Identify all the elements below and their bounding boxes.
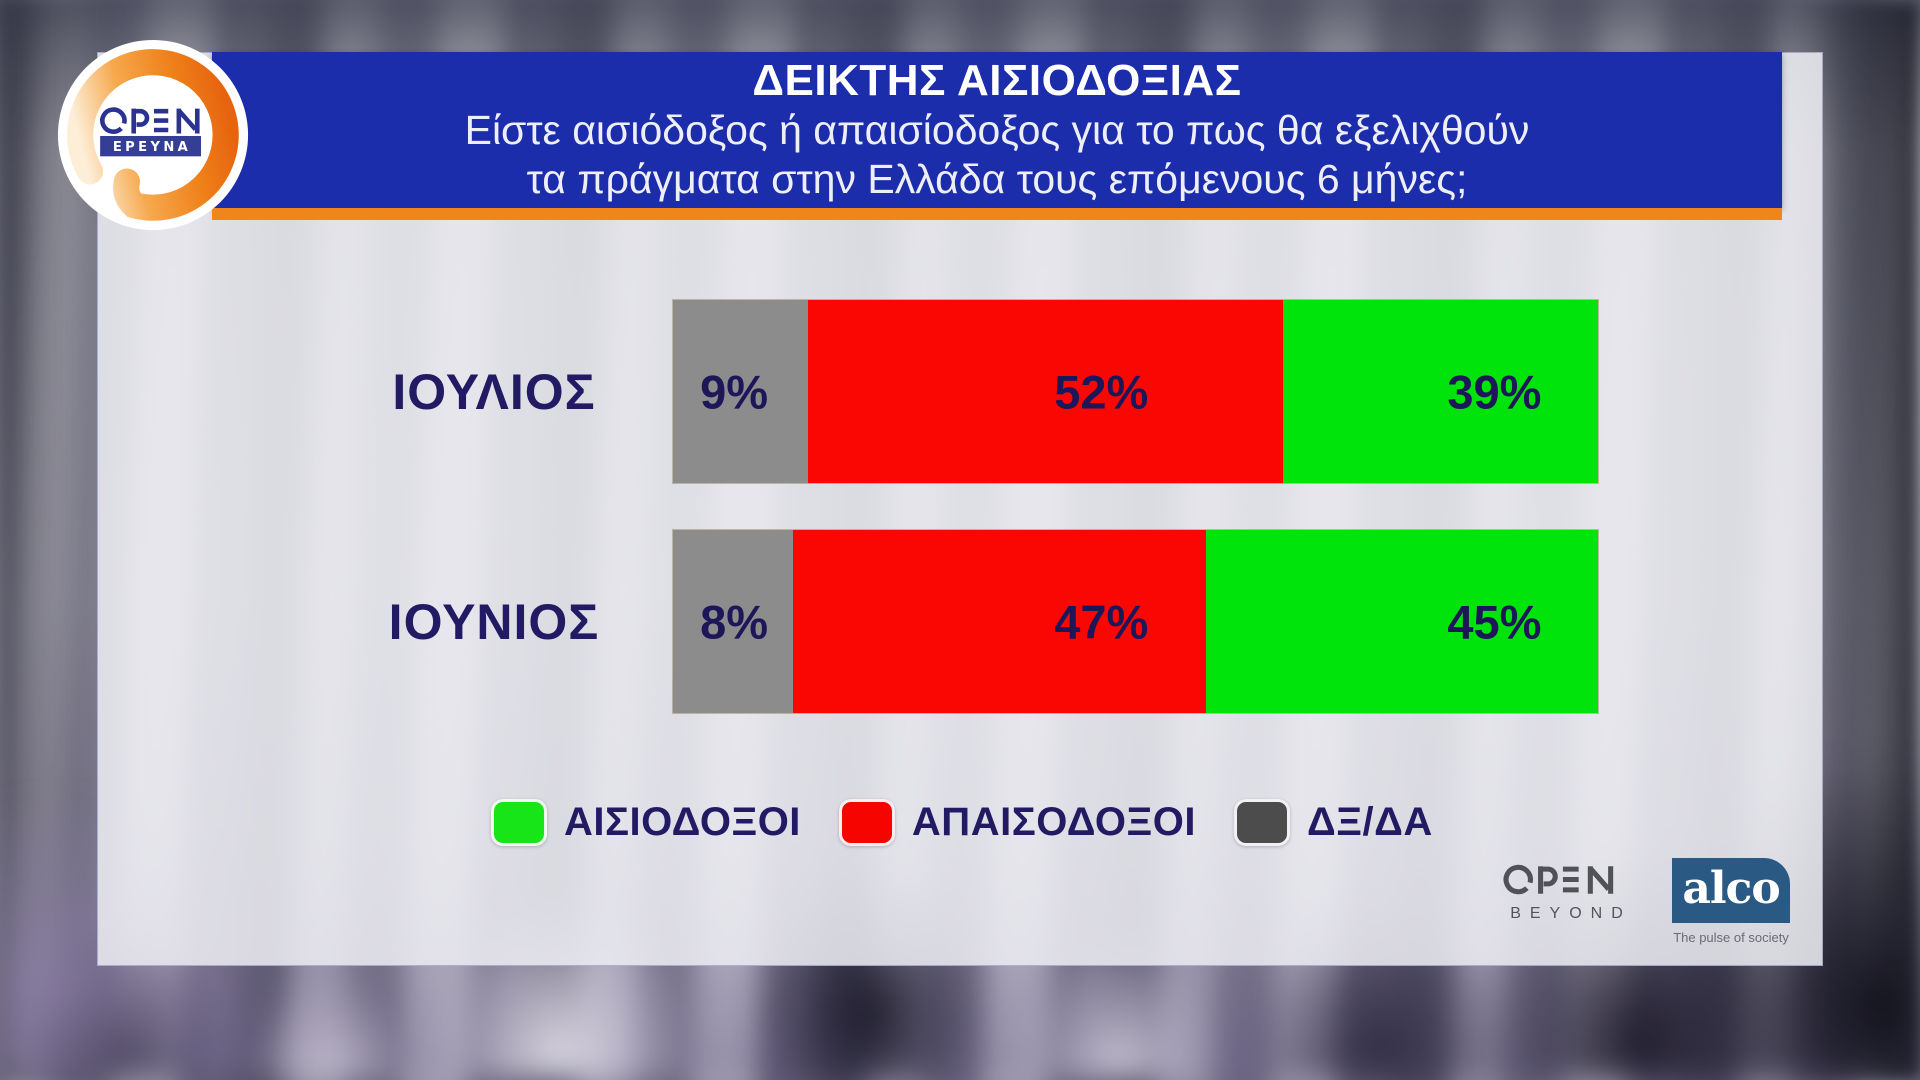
- open-beyond-logo: OPEN BEYOND: [1498, 862, 1638, 923]
- value-label-july-dkda: 9%: [700, 365, 769, 418]
- segment-june-optimist: [1205, 530, 1598, 713]
- segment-july-optimist: [1283, 300, 1598, 483]
- legend-swatch-green-icon: [491, 798, 547, 846]
- legend: ΑΙΣΙΟΔΟΞΟΙ ΑΠΑΙΣΟΔΟΞΟΙ ΔΞ/ΔΑ: [491, 797, 1433, 847]
- open-beyond-text: OPEN: [1634, 862, 1635, 863]
- alco-tagline: The pulse of society: [1673, 930, 1789, 945]
- stacked-bar-july: 9% 52% 39%: [673, 300, 1598, 483]
- open-beyond-wordmark-icon: [1503, 864, 1614, 895]
- segment-july-dkda: [673, 300, 809, 483]
- category-label-june: ΙΟΥΝΙΟΣ: [388, 593, 600, 650]
- category-label-july: ΙΟΥΛΙΟΣ: [392, 363, 596, 420]
- legend-item-pessimists: ΑΠΑΙΣΟΔΟΞΟΙ: [838, 798, 1196, 846]
- segment-july-pessimist: [808, 300, 1284, 483]
- segment-june-dkda: [673, 530, 793, 713]
- value-label-july-optimist: 39%: [1447, 365, 1542, 418]
- alco-logo: alco The pulse of society: [1672, 858, 1822, 945]
- logo-open-wordmark-icon: [100, 107, 200, 134]
- segment-june-pessimist: [792, 530, 1206, 713]
- legend-swatch-gray-icon: [1234, 798, 1290, 846]
- question-line-1: Είστε αισιόδοξος ή απαισίοδοξος για το π…: [464, 107, 1530, 153]
- beyond-label: BEYOND: [1510, 905, 1632, 922]
- banner-underline: [212, 208, 1782, 220]
- header-banner: ΔΕΙΚΤΗΣ ΑΙΣΙΟΔΟΞΙΑΣ Είστε αισιόδοξος ή α…: [212, 52, 1782, 208]
- page-title: ΔΕΙΚΤΗΣ ΑΙΣΙΟΔΟΞΙΑΣ: [752, 56, 1242, 105]
- legend-label-optimists: ΑΙΣΙΟΔΟΞΟΙ: [564, 799, 801, 844]
- bar-row-june: ΙΟΥΝΙΟΣ 8% 47% 45%: [0, 530, 1920, 713]
- value-label-july-pessimist: 52%: [1054, 365, 1149, 418]
- logo-orange-swirl-icon: [67, 49, 239, 221]
- legend-item-optimists: ΑΙΣΙΟΔΟΞΟΙ: [491, 798, 801, 846]
- legend-label-pessimists: ΑΠΑΙΣΟΔΟΞΟΙ: [911, 799, 1196, 844]
- value-label-june-pessimist: 47%: [1054, 595, 1149, 648]
- legend-label-dkda: ΔΞ/ΔΑ: [1307, 799, 1433, 844]
- alco-logo-box: alco: [1672, 858, 1790, 923]
- open-erevna-logo: ΕΡΕΥΝΑ: [57, 39, 249, 231]
- value-label-june-optimist: 45%: [1447, 595, 1542, 648]
- logo-erevna-label: ΕΡΕΥΝΑ: [113, 140, 191, 155]
- legend-item-dkda: ΔΞ/ΔΑ: [1234, 798, 1433, 846]
- stacked-bar-june: 8% 47% 45%: [673, 530, 1598, 713]
- legend-swatch-red-icon: [838, 798, 895, 846]
- question-line-2: τα πράγματα στην Ελλάδα τους επόμενους 6…: [526, 156, 1468, 202]
- value-label-june-dkda: 8%: [700, 595, 769, 648]
- logo-erevna-plate: [100, 135, 202, 157]
- bar-row-july: ΙΟΥΛΙΟΣ 9% 52% 39%: [0, 300, 1920, 483]
- alco-name: alco: [1682, 862, 1780, 914]
